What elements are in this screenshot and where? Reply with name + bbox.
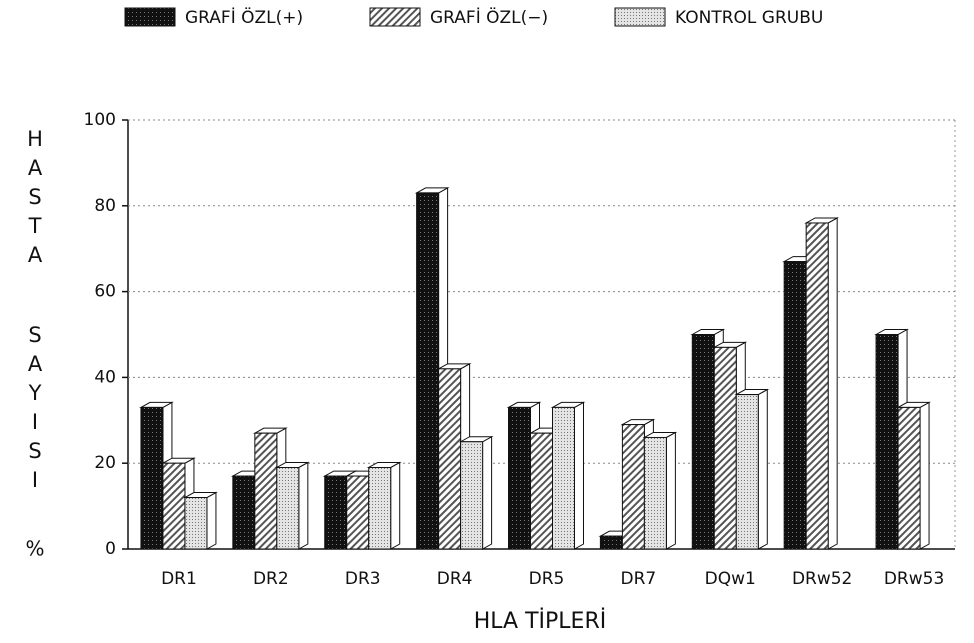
- legend-label: GRAFİ ÖZL(+): [185, 6, 303, 28]
- x-tick-label: DR2: [253, 569, 289, 589]
- x-tick-label: DR3: [345, 569, 381, 589]
- bar: [183, 491, 218, 550]
- y-tick-label: 100: [84, 110, 116, 130]
- y-tick-label: 80: [94, 196, 116, 216]
- bar: [414, 187, 450, 550]
- bar: [734, 388, 770, 550]
- x-tick-label: DR5: [529, 569, 565, 589]
- legend-label: KONTROL GRUBU: [675, 8, 823, 28]
- x-tick-label: DR7: [621, 569, 657, 589]
- legend-swatch: [124, 7, 176, 27]
- y-tick-label: 60: [94, 282, 116, 302]
- legend-label: GRAFİ ÖZL(−): [430, 6, 548, 28]
- bar: [642, 431, 678, 550]
- bar: [366, 461, 402, 550]
- y-axis-unit: %: [25, 537, 44, 561]
- bar: [550, 401, 586, 550]
- x-tick-label: DR4: [437, 569, 473, 589]
- y-tick-label: 20: [94, 453, 116, 473]
- legend-swatch: [614, 7, 666, 27]
- bar: [458, 435, 494, 550]
- bar: [804, 217, 840, 550]
- x-tick-label: DR1: [161, 569, 197, 589]
- x-tick-label: DRw52: [792, 569, 852, 589]
- x-tick-label: DRw53: [884, 569, 944, 589]
- y-tick-label: 0: [105, 539, 116, 559]
- x-tick-label: DQw1: [705, 569, 756, 589]
- x-axis-label: HLA TİPLERİ: [474, 608, 606, 634]
- bar: [274, 461, 310, 550]
- y-tick-label: 40: [94, 367, 116, 387]
- legend-swatch: [369, 7, 421, 27]
- bar: [896, 401, 931, 550]
